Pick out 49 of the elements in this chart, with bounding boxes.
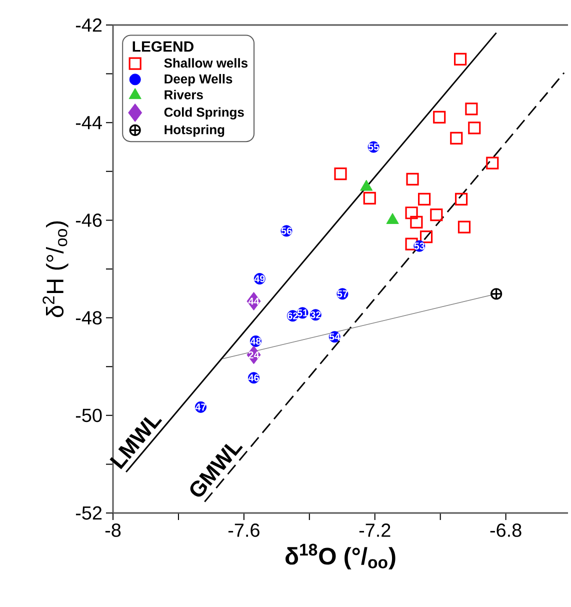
annotation: 46 [248,374,259,382]
annotation: 54 [329,333,340,340]
point [490,288,502,300]
annotation: 24 [248,351,260,358]
x-axis-title: δ$^{18}$O (°/$_{oo}$) [286,544,396,570]
y-tick-label: -44 [76,116,102,130]
point [454,52,467,66]
point [430,208,443,222]
y-tick-label: -42 [76,18,102,32]
annotation: 53 [414,242,425,250]
annotation: 62 [288,312,298,320]
point [406,172,419,186]
annotation: 55 [368,144,379,150]
y-axis-title: δ$^{2}$H (°/$_{oo}$) [42,221,68,318]
point [486,156,499,170]
point [363,192,376,205]
legend-title: LEGEND [132,41,194,52]
legend-label: Cold Springs [164,107,244,120]
point [405,206,418,220]
point [465,102,478,116]
point [410,216,423,228]
point [454,192,468,206]
x-tick-label: -7.2 [359,524,390,537]
x-tick-label: -7.6 [228,524,260,537]
annotation: 44 [248,298,260,305]
legend-label: Rivers [164,90,203,100]
point [450,132,463,145]
x-tick-label: -8 [105,524,121,537]
point [420,230,433,244]
y-tick-label: -46 [76,213,102,227]
annotation: 47 [195,404,206,411]
point [468,122,481,134]
x-tick-label: -6.8 [490,524,522,537]
legend-label: Hotspring [164,124,224,137]
legend-label: Shallow wells [164,58,248,68]
point [418,192,431,206]
annotation: 51 [297,309,308,316]
annotation: 56 [281,227,292,234]
legend-label: Deep Wells [164,74,232,86]
annotation: 32 [310,311,321,318]
annotation: 57 [337,290,348,298]
y-tick-label: -48 [76,311,102,324]
point [458,220,471,234]
annotation: 49 [254,275,265,282]
annotation: 48 [250,338,261,345]
y-tick-label: -50 [76,408,102,422]
point [334,168,347,180]
point [433,110,446,124]
y-tick-label: -52 [76,506,102,520]
